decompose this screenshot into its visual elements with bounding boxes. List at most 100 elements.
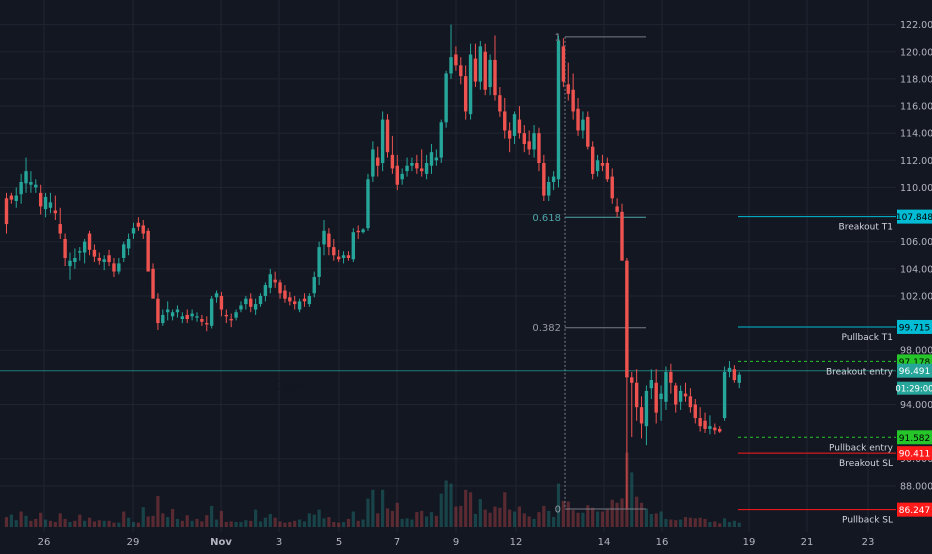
candle-body[interactable] [239,305,243,310]
candle-body[interactable] [14,195,18,201]
candle-body[interactable] [307,295,312,305]
candle-body[interactable] [122,244,126,258]
candle-body[interactable] [625,260,629,378]
candle-body[interactable] [400,173,404,180]
candle-body[interactable] [551,176,556,182]
candle-body[interactable] [522,133,526,145]
candle-body[interactable] [38,192,43,207]
candle-body[interactable] [190,313,194,317]
candle-body[interactable] [532,133,536,150]
candle-body[interactable] [78,251,82,253]
price-axis[interactable]: 122.000 120.000 118.000 116.000 114.000 112.0… [896,0,932,550]
candle-body[interactable] [165,309,170,313]
candle-body[interactable] [566,84,570,94]
candle-body[interactable] [327,233,331,248]
candlesticks[interactable] [4,24,741,509]
candle-body[interactable] [512,114,517,136]
candle-body[interactable] [380,119,385,164]
candle-body[interactable] [420,168,424,172]
candle-body[interactable] [537,133,541,164]
candle-body[interactable] [644,390,649,427]
candle-body[interactable] [410,163,414,166]
candle-body[interactable] [659,393,663,400]
candle-body[interactable] [4,198,9,225]
candle-body[interactable] [615,206,619,212]
candle-body[interactable] [517,119,522,134]
candle-body[interactable] [595,160,600,172]
candle-body[interactable] [312,276,316,294]
candle-body[interactable] [468,54,473,115]
candle-body[interactable] [678,390,683,402]
candle-body[interactable] [424,163,429,174]
candle-body[interactable] [97,257,101,261]
candle-body[interactable] [170,312,175,317]
candle-body[interactable] [722,371,727,419]
candle-body[interactable] [649,380,654,389]
candle-body[interactable] [610,176,614,199]
candle-body[interactable] [654,382,658,413]
candle-body[interactable] [258,295,263,305]
candle-body[interactable] [600,163,605,166]
candle-body[interactable] [547,182,551,196]
candle-body[interactable] [639,407,644,424]
candle-body[interactable] [43,196,48,210]
candle-body[interactable] [87,233,92,250]
candle-body[interactable] [727,367,732,372]
candle-body[interactable] [620,211,624,261]
time-axis[interactable]: 26 29 Nov 3 5 7 9 12 14 16 19 21 23 [38,537,875,548]
candle-body[interactable] [63,238,67,258]
candle-body[interactable] [376,157,380,166]
candle-body[interactable] [19,182,23,195]
candle-body[interactable] [253,304,258,310]
candle-body[interactable] [229,319,233,321]
candle-body[interactable] [175,309,180,313]
candle-body[interactable] [249,298,253,307]
candle-body[interactable] [366,179,370,229]
candle-body[interactable] [322,230,326,245]
candle-body[interactable] [556,40,561,180]
candle-body[interactable] [507,130,512,139]
candle-body[interactable] [244,298,248,305]
candle-body[interactable] [669,371,673,383]
candle-body[interactable] [131,228,136,234]
candle-body[interactable] [234,312,238,318]
candle-body[interactable] [581,119,585,131]
candle-body[interactable] [361,229,365,233]
candle-body[interactable] [346,255,351,258]
candle-body[interactable] [571,89,575,112]
candle-body[interactable] [151,268,155,299]
candle-body[interactable] [209,298,214,326]
candle-body[interactable] [473,58,478,82]
candle-body[interactable] [161,314,165,324]
candle-body[interactable] [693,404,697,419]
candle-body[interactable] [53,210,58,214]
candle-body[interactable] [48,202,53,208]
candle-body[interactable] [219,295,224,310]
candle-body[interactable] [112,263,116,272]
candle-body[interactable] [449,57,453,74]
candle-body[interactable] [185,314,189,320]
candle-body[interactable] [332,247,336,256]
candle-body[interactable] [224,314,229,317]
candle-body[interactable] [605,163,610,180]
candle-body[interactable] [371,149,375,177]
candle-body[interactable] [576,108,580,131]
candle-body[interactable] [483,51,487,90]
candle-body[interactable] [126,238,131,249]
candle-body[interactable] [503,111,507,131]
candle-body[interactable] [356,230,360,233]
candle-body[interactable] [703,420,707,429]
candle-body[interactable] [297,301,302,310]
candle-body[interactable] [24,171,28,184]
candle-body[interactable] [688,396,693,408]
candle-body[interactable] [463,76,468,112]
candle-body[interactable] [586,116,590,147]
candle-body[interactable] [268,274,272,288]
candle-body[interactable] [683,393,688,397]
candle-body[interactable] [429,152,434,166]
candle-body[interactable] [498,95,502,112]
candle-body[interactable] [415,163,419,169]
candle-body[interactable] [136,222,141,227]
candle-body[interactable] [205,323,209,325]
candle-body[interactable] [708,426,712,429]
